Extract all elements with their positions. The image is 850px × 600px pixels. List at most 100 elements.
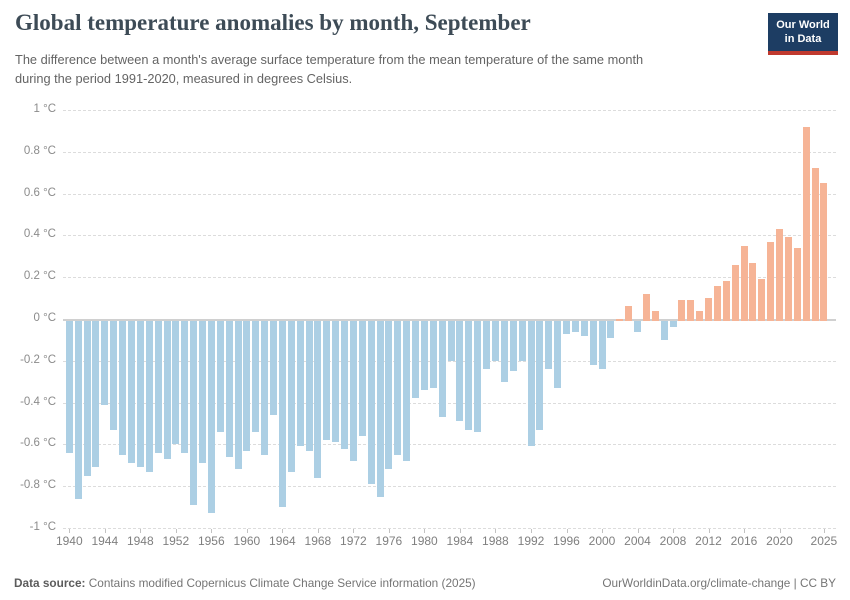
bar-1953[interactable] [181, 321, 189, 453]
bar-1960[interactable] [243, 321, 251, 451]
bar-1949[interactable] [145, 321, 153, 472]
y-gridline [63, 277, 836, 278]
bar-1978[interactable] [403, 321, 411, 461]
bar-1988[interactable] [491, 321, 499, 361]
bar-1950[interactable] [154, 321, 162, 453]
bar-2003[interactable] [625, 306, 633, 321]
bar-2011[interactable] [696, 310, 704, 322]
subtitle-line-2: during the period 1991-2020, measured in… [15, 71, 353, 87]
bar-1963[interactable] [270, 321, 277, 415]
bar-2006[interactable] [651, 310, 659, 322]
owid-logo[interactable]: Our World in Data [768, 13, 838, 55]
bar-2017[interactable] [749, 262, 757, 321]
y-gridline [63, 110, 836, 111]
bar-1981[interactable] [429, 321, 437, 388]
bar-1959[interactable] [234, 321, 242, 470]
bar-2020[interactable] [776, 229, 783, 321]
bar-2005[interactable] [642, 293, 650, 321]
bar-1970[interactable] [332, 321, 340, 443]
bar-1962[interactable] [261, 321, 269, 455]
bar-1986[interactable] [474, 321, 482, 432]
bar-1997[interactable] [571, 321, 579, 332]
bar-1996[interactable] [563, 321, 570, 334]
bar-1974[interactable] [367, 321, 375, 484]
bar-2000[interactable] [598, 321, 606, 370]
bar-1940[interactable] [65, 321, 73, 453]
bar-1999[interactable] [589, 321, 597, 365]
bar-2016[interactable] [740, 245, 748, 321]
bar-2008[interactable] [669, 321, 677, 328]
bar-1975[interactable] [376, 321, 384, 497]
bar-1956[interactable] [207, 321, 215, 514]
bar-1966[interactable] [296, 321, 304, 447]
bar-1977[interactable] [394, 321, 402, 455]
bar-1944[interactable] [101, 321, 109, 405]
bar-1964[interactable] [278, 321, 286, 507]
bar-2022[interactable] [793, 247, 801, 321]
x-axis-tick-label: 1964 [269, 534, 296, 548]
bar-1967[interactable] [305, 321, 313, 451]
owid-link[interactable]: OurWorldinData.org/climate-change | CC B… [602, 576, 836, 590]
y-axis-tick-label: -0.4 °C [20, 396, 56, 408]
bar-1946[interactable] [119, 321, 127, 455]
x-axis-tick [424, 529, 426, 533]
bar-1991[interactable] [518, 321, 526, 361]
data-source-label: Data source: [14, 576, 86, 590]
bar-1993[interactable] [536, 321, 544, 430]
bar-1958[interactable] [225, 321, 233, 457]
bar-1952[interactable] [172, 321, 180, 445]
bar-1951[interactable] [163, 321, 171, 459]
bar-1942[interactable] [83, 321, 91, 476]
bar-1979[interactable] [412, 321, 419, 399]
bar-2014[interactable] [722, 281, 730, 321]
bar-1976[interactable] [385, 321, 393, 470]
bar-1985[interactable] [465, 321, 473, 430]
bar-1973[interactable] [358, 321, 366, 436]
x-axis-tick-label: 1944 [91, 534, 119, 548]
bar-2015[interactable] [731, 264, 739, 321]
bar-1943[interactable] [92, 321, 100, 468]
bar-1998[interactable] [580, 321, 588, 336]
bar-1992[interactable] [527, 321, 535, 447]
bar-1971[interactable] [341, 321, 348, 449]
bar-2012[interactable] [705, 298, 712, 321]
bar-1990[interactable] [509, 321, 517, 372]
bar-1945[interactable] [110, 321, 118, 430]
bar-2009[interactable] [678, 300, 686, 321]
bar-1987[interactable] [483, 321, 491, 370]
x-axis-tick-label: 2012 [695, 534, 722, 548]
owid-link-text[interactable]: OurWorldinData.org/climate-change | CC B… [602, 576, 836, 590]
bar-1984[interactable] [456, 321, 464, 422]
bar-1995[interactable] [554, 321, 562, 388]
bar-1955[interactable] [199, 321, 206, 464]
bar-1972[interactable] [349, 321, 357, 461]
bar-2004[interactable] [634, 321, 641, 332]
bar-1947[interactable] [127, 321, 135, 464]
bar-2002[interactable] [616, 318, 624, 321]
bar-2001[interactable] [607, 321, 615, 338]
bar-1982[interactable] [438, 321, 446, 418]
bar-1980[interactable] [420, 321, 428, 390]
bar-1941[interactable] [74, 321, 82, 499]
x-axis-tick [246, 529, 248, 533]
bar-1948[interactable] [136, 321, 144, 468]
bar-1954[interactable] [190, 321, 198, 505]
bar-1989[interactable] [500, 321, 508, 382]
bar-2021[interactable] [784, 237, 792, 321]
bar-1961[interactable] [252, 321, 260, 432]
bar-1983[interactable] [447, 321, 455, 361]
bar-2023[interactable] [802, 126, 810, 321]
bar-1969[interactable] [323, 321, 331, 441]
bar-2018[interactable] [758, 279, 766, 321]
bar-1968[interactable] [314, 321, 322, 478]
bar-2025[interactable] [820, 183, 828, 321]
x-axis-tick [637, 529, 639, 533]
bar-2019[interactable] [767, 241, 775, 321]
bar-2013[interactable] [713, 285, 721, 321]
bar-1957[interactable] [216, 321, 224, 432]
bar-2007[interactable] [660, 321, 668, 340]
bar-1965[interactable] [287, 321, 295, 472]
bar-1994[interactable] [545, 321, 553, 370]
bar-2010[interactable] [687, 300, 695, 321]
bar-2024[interactable] [811, 168, 819, 321]
